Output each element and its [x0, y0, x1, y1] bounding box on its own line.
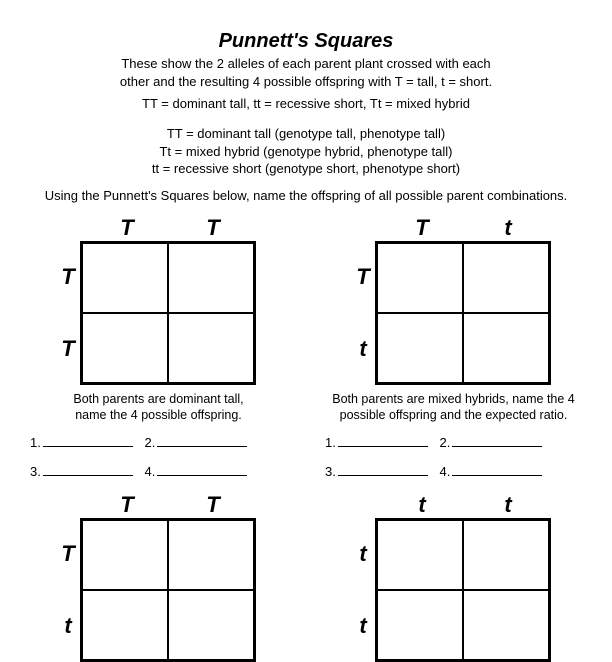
- punnett-cell: [168, 520, 254, 590]
- punnett-grid: [80, 518, 256, 662]
- answer-lines: 1. 2. 3. 4.: [26, 429, 291, 486]
- col-allele: T: [84, 215, 170, 241]
- answer-num: 2.: [144, 435, 155, 450]
- punnett-square-2: T t T t: [351, 215, 551, 385]
- row-allele: T: [351, 242, 375, 312]
- punnett-panel-2: T t T t Both parents: [321, 215, 586, 487]
- answer-num: 2.: [439, 435, 450, 450]
- punnett-panel-1: T T T T Both parents: [26, 215, 291, 487]
- answer-blank: [338, 464, 428, 476]
- answer-blank: [157, 464, 247, 476]
- punnett-cell: [463, 313, 549, 383]
- answer-num: 4.: [144, 464, 155, 479]
- punnett-cell: [168, 590, 254, 660]
- col-allele: T: [379, 215, 465, 241]
- col-labels: T T: [84, 492, 256, 518]
- row-allele: T: [56, 242, 80, 312]
- answer-lines: 1. 2. 3. 4.: [321, 429, 586, 486]
- row-labels: T T: [56, 241, 80, 385]
- row-labels: t t: [351, 518, 375, 662]
- panel-caption: Both parents are dominant tall, name the…: [26, 391, 291, 424]
- punnett-row-1: T T T T Both parents: [26, 215, 586, 487]
- punnett-cell: [82, 313, 168, 383]
- col-allele: t: [465, 492, 551, 518]
- punnett-cell: [463, 590, 549, 660]
- punnett-cell: [377, 243, 463, 313]
- subtitle-line-1: These show the 2 alleles of each parent …: [121, 56, 490, 71]
- subtitle-line-2: other and the resulting 4 possible offsp…: [120, 74, 492, 89]
- punnett-cell: [463, 243, 549, 313]
- punnett-cell: [377, 590, 463, 660]
- punnett-cell: [463, 520, 549, 590]
- grid-wrap: T T: [56, 241, 256, 385]
- row-allele: t: [351, 519, 375, 589]
- instruction-text: Using the Punnett's Squares below, name …: [26, 188, 586, 203]
- punnett-grid: [80, 241, 256, 385]
- col-allele: t: [379, 492, 465, 518]
- legend-line-3: tt = recessive short (genotype short, ph…: [152, 161, 460, 176]
- row-allele: t: [351, 314, 375, 384]
- col-labels: T T: [84, 215, 256, 241]
- answer-blank: [452, 464, 542, 476]
- punnett-cell: [168, 313, 254, 383]
- punnett-cell: [168, 243, 254, 313]
- punnett-square-3: T T T t: [56, 492, 256, 662]
- row-labels: T t: [351, 241, 375, 385]
- panel-caption: Both parents are mixed hybrids, name the…: [321, 391, 586, 424]
- punnett-square-4: t t t t: [351, 492, 551, 662]
- punnett-grid: [375, 241, 551, 385]
- legend-detailed: TT = dominant tall (genotype tall, pheno…: [26, 125, 586, 178]
- answer-num: 3.: [325, 464, 336, 479]
- caption-line-2: possible offspring and the expected rati…: [340, 408, 568, 422]
- punnett-cell: [377, 520, 463, 590]
- punnett-cell: [82, 243, 168, 313]
- answer-num: 1.: [325, 435, 336, 450]
- caption-line-1: Both parents are dominant tall,: [73, 392, 243, 406]
- col-allele: T: [170, 215, 256, 241]
- legend-short: TT = dominant tall, tt = recessive short…: [26, 96, 586, 111]
- grid-wrap: t t: [351, 518, 551, 662]
- answer-blank: [157, 435, 247, 447]
- answer-blank: [452, 435, 542, 447]
- col-labels: T t: [379, 215, 551, 241]
- page-title: Punnett's Squares: [26, 30, 586, 53]
- answer-num: 3.: [30, 464, 41, 479]
- answer-blank: [338, 435, 428, 447]
- answer-num: 1.: [30, 435, 41, 450]
- row-allele: t: [56, 591, 80, 661]
- punnett-square-1: T T T T: [56, 215, 256, 385]
- worksheet-page: Punnett's Squares These show the 2 allel…: [0, 0, 612, 662]
- row-labels: T t: [56, 518, 80, 662]
- col-allele: t: [465, 215, 551, 241]
- punnett-cell: [82, 590, 168, 660]
- punnett-cell: [377, 313, 463, 383]
- caption-line-1: Both parents are mixed hybrids, name the…: [332, 392, 575, 406]
- punnett-grid: [375, 518, 551, 662]
- answer-blank: [43, 435, 133, 447]
- grid-wrap: T t: [56, 518, 256, 662]
- row-allele: T: [56, 314, 80, 384]
- answer-num: 4.: [439, 464, 450, 479]
- legend-line-2: Tt = mixed hybrid (genotype hybrid, phen…: [159, 144, 452, 159]
- row-allele: t: [351, 591, 375, 661]
- punnett-row-2: T T T t: [26, 492, 586, 662]
- legend-line-1: TT = dominant tall (genotype tall, pheno…: [167, 126, 445, 141]
- grid-wrap: T t: [351, 241, 551, 385]
- punnett-cell: [82, 520, 168, 590]
- punnett-panel-4: t t t t: [321, 492, 586, 662]
- row-allele: T: [56, 519, 80, 589]
- col-labels: t t: [379, 492, 551, 518]
- subtitle: These show the 2 alleles of each parent …: [71, 55, 541, 90]
- col-allele: T: [84, 492, 170, 518]
- punnett-panel-3: T T T t: [26, 492, 291, 662]
- answer-blank: [43, 464, 133, 476]
- caption-line-2: name the 4 possible offspring.: [75, 408, 242, 422]
- col-allele: T: [170, 492, 256, 518]
